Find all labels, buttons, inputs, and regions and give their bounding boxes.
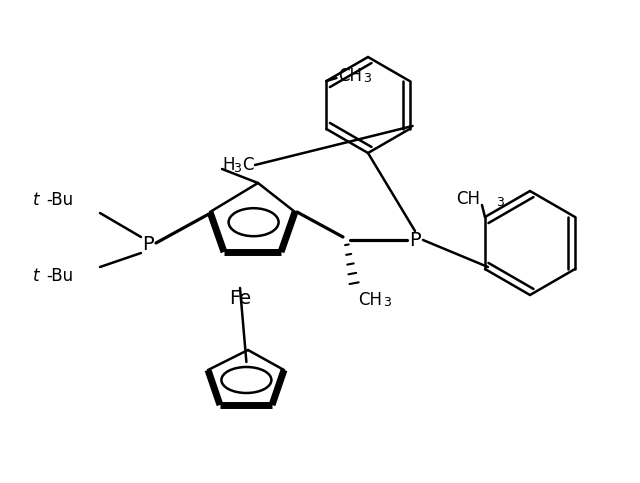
Text: CH: CH bbox=[456, 190, 480, 208]
Text: CH: CH bbox=[339, 67, 362, 85]
Text: C: C bbox=[242, 156, 253, 174]
Text: H: H bbox=[222, 156, 234, 174]
Text: 3: 3 bbox=[383, 297, 391, 310]
Text: P: P bbox=[409, 230, 421, 250]
Text: 3: 3 bbox=[364, 72, 371, 85]
Text: $t$: $t$ bbox=[32, 267, 41, 285]
Text: -Bu: -Bu bbox=[46, 191, 73, 209]
Text: Fe: Fe bbox=[229, 288, 251, 308]
Text: 3: 3 bbox=[496, 196, 504, 209]
Text: -Bu: -Bu bbox=[46, 267, 73, 285]
Text: CH: CH bbox=[358, 291, 382, 309]
Text: P: P bbox=[142, 236, 154, 255]
Text: 3: 3 bbox=[233, 161, 241, 174]
Text: $t$: $t$ bbox=[32, 191, 41, 209]
